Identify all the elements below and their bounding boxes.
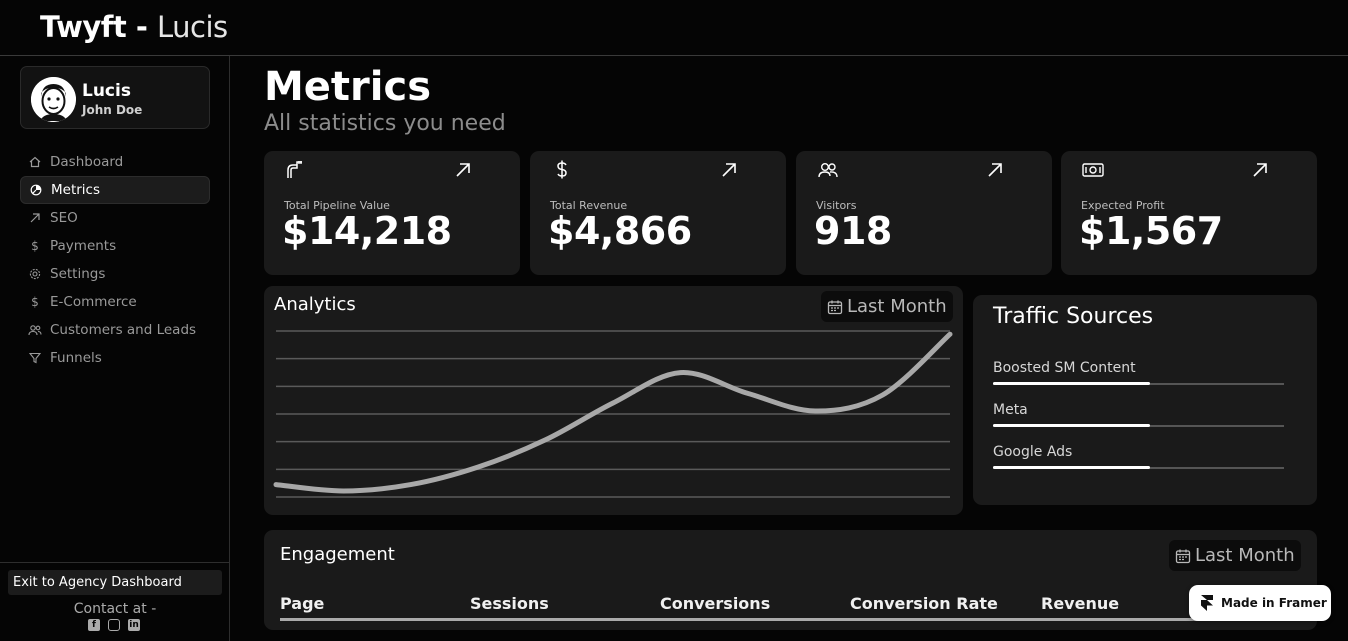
dollar-icon: $ <box>31 239 39 253</box>
analytics-series-line <box>273 331 953 494</box>
users-icon <box>28 324 42 336</box>
traffic-source-bar <box>993 424 1151 427</box>
sidebar-item-payments[interactable]: $ Payments <box>20 232 210 260</box>
sidebar-item-customers[interactable]: Customers and Leads <box>20 316 210 344</box>
stat-label: Expected Profit <box>1081 199 1165 212</box>
social-links: f in <box>88 619 140 631</box>
stat-value: 918 <box>814 209 892 253</box>
engagement-panel: Engagement Last Month Page Sessions Conv… <box>264 530 1317 630</box>
facebook-icon[interactable]: f <box>88 619 100 631</box>
pipeline-icon <box>284 158 308 182</box>
exit-agency-button[interactable]: Exit to Agency Dashboard <box>8 570 222 595</box>
traffic-source-track <box>993 424 1284 427</box>
engagement-range-label: Last Month <box>1195 545 1295 566</box>
sidebar-item-label: Settings <box>50 266 106 282</box>
stat-value: $4,866 <box>548 209 692 253</box>
sidebar-item-label: Dashboard <box>50 154 124 170</box>
stat-card-profit[interactable]: Expected Profit $1,567 <box>1061 151 1317 275</box>
users-icon <box>816 158 840 182</box>
engagement-range-button[interactable]: Last Month <box>1169 540 1301 571</box>
framer-logo-icon <box>1201 595 1213 611</box>
column-header-page[interactable]: Page <box>280 594 325 613</box>
sidebar-item-dashboard[interactable]: Dashboard <box>20 148 210 176</box>
gear-icon <box>28 268 42 280</box>
stat-label: Total Revenue <box>550 199 628 212</box>
sidebar-item-label: Payments <box>50 238 117 254</box>
made-in-framer-badge[interactable]: Made in Framer <box>1189 585 1331 621</box>
top-bar: Twyft - Lucis <box>0 0 1348 56</box>
sidebar-footer: Exit to Agency Dashboard Contact at - f … <box>0 562 229 631</box>
arrow-up-right-icon[interactable] <box>452 158 476 182</box>
analytics-panel: Analytics Last Month <box>264 286 963 515</box>
traffic-title: Traffic Sources <box>993 304 1154 329</box>
column-header-conversions[interactable]: Conversions <box>660 594 771 613</box>
instagram-icon[interactable] <box>108 619 120 631</box>
chart-pie-icon <box>29 184 43 196</box>
traffic-source-row: Google Ads <box>993 444 1285 469</box>
table-header-divider <box>280 618 1235 621</box>
dollar-icon: $ <box>31 295 39 309</box>
arrow-up-right-icon[interactable] <box>718 158 742 182</box>
column-header-conversion-rate[interactable]: Conversion Rate <box>850 594 998 613</box>
stat-card-visitors[interactable]: Visitors 918 <box>796 151 1052 275</box>
home-icon <box>28 156 42 168</box>
traffic-source-track <box>993 382 1284 385</box>
traffic-sources-panel: Traffic Sources Boosted SM Content Meta … <box>973 295 1317 505</box>
traffic-source-bar <box>993 382 1151 385</box>
stat-label: Visitors <box>816 199 857 212</box>
traffic-source-label: Meta <box>993 402 1028 418</box>
traffic-source-row: Meta <box>993 402 1285 427</box>
traffic-source-label: Google Ads <box>993 444 1073 460</box>
calendar-icon <box>1175 548 1191 564</box>
traffic-source-row: Boosted SM Content <box>993 360 1285 385</box>
calendar-icon <box>827 299 843 315</box>
sidebar: Lucis John Doe Dashboard Metrics SEO $ P… <box>0 56 230 641</box>
linkedin-icon[interactable]: in <box>128 619 140 631</box>
traffic-source-bar <box>993 466 1151 469</box>
profile-name: Lucis <box>82 81 131 101</box>
page-subtitle: All statistics you need <box>264 111 506 136</box>
sidebar-item-label: Funnels <box>50 350 102 366</box>
column-header-sessions[interactable]: Sessions <box>470 594 549 613</box>
avatar <box>31 77 76 122</box>
sidebar-item-label: E-Commerce <box>50 294 137 310</box>
banknote-icon <box>1081 158 1105 182</box>
traffic-source-label: Boosted SM Content <box>993 360 1136 376</box>
funnel-icon <box>28 352 42 364</box>
traffic-source-track <box>993 466 1284 469</box>
profile-user: John Doe <box>82 103 143 117</box>
column-header-revenue[interactable]: Revenue <box>1041 594 1120 613</box>
contact-label: Contact at - <box>73 601 157 617</box>
sidebar-item-settings[interactable]: Settings <box>20 260 210 288</box>
analytics-chart <box>273 330 953 498</box>
stat-value: $1,567 <box>1079 209 1223 253</box>
sidebar-item-label: SEO <box>50 210 78 226</box>
page-title: Metrics <box>264 64 432 110</box>
profile-card[interactable]: Lucis John Doe <box>20 66 210 129</box>
arrow-up-right-icon[interactable] <box>984 158 1008 182</box>
analytics-range-button[interactable]: Last Month <box>821 291 953 322</box>
stat-card-pipeline[interactable]: Total Pipeline Value $14,218 <box>264 151 520 275</box>
framer-badge-label: Made in Framer <box>1221 596 1327 610</box>
brand-title[interactable]: Twyft - Lucis <box>40 10 228 44</box>
sidebar-item-funnels[interactable]: Funnels <box>20 344 210 372</box>
sidebar-item-seo[interactable]: SEO <box>20 204 210 232</box>
analytics-range-label: Last Month <box>847 296 947 317</box>
sidebar-item-label: Customers and Leads <box>50 322 197 338</box>
brand-name: Twyft - <box>40 10 148 44</box>
stat-label: Total Pipeline Value <box>284 199 390 212</box>
brand-sub: Lucis <box>157 10 228 44</box>
main-content: Metrics All statistics you need Total Pi… <box>230 56 1348 641</box>
arrow-up-right-icon[interactable] <box>1249 158 1273 182</box>
stat-card-revenue[interactable]: Total Revenue $4,866 <box>530 151 786 275</box>
engagement-title: Engagement <box>280 544 395 565</box>
sidebar-item-metrics[interactable]: Metrics <box>20 176 210 204</box>
sidebar-item-ecommerce[interactable]: $ E-Commerce <box>20 288 210 316</box>
stat-value: $14,218 <box>282 209 452 253</box>
sidebar-item-label: Metrics <box>51 182 101 198</box>
dollar-icon <box>550 158 574 182</box>
analytics-title: Analytics <box>274 294 356 315</box>
arrow-up-right-icon <box>28 212 42 224</box>
sidebar-nav: Dashboard Metrics SEO $ Payments Setting… <box>20 148 210 372</box>
